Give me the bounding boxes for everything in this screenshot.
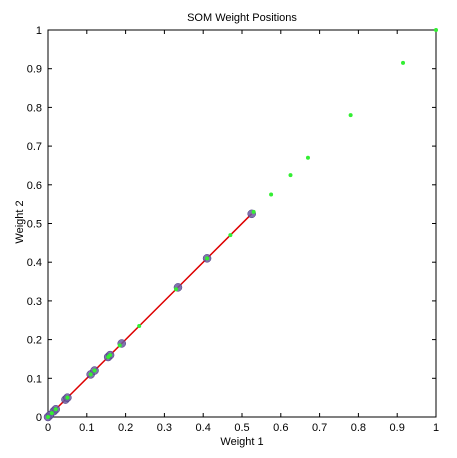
data-point [88,372,93,377]
data-point [205,256,210,261]
y-tick-label: 0.6 [27,180,42,192]
y-tick-label: 0.7 [27,141,42,153]
x-tick-label: 0.6 [273,422,288,434]
data-point [117,343,122,348]
y-axis-label: Weight 2 [14,200,26,243]
data-point [92,368,97,373]
x-tick-label: 0.1 [79,422,94,434]
y-tick-label: 0.4 [27,257,42,269]
x-axis-label: Weight 1 [220,436,263,448]
x-tick-label: 0.5 [234,422,249,434]
x-tick-label: 0.7 [312,422,327,434]
data-point [137,324,142,329]
data-point [434,28,438,32]
x-tick-label: 0.3 [157,422,172,434]
chart-title: SOM Weight Positions [187,12,297,24]
y-tick-label: 0.8 [27,102,42,114]
y-tick-label: 0 [36,412,42,424]
data-point [288,173,293,178]
data-point [269,192,274,197]
y-tick-label: 0.9 [27,64,42,76]
y-tick-label: 0.5 [27,219,42,231]
y-tick-label: 1 [36,25,42,37]
data-point [228,233,233,238]
data-point [49,411,54,416]
tick-labels: 0 0.1 0.2 0.3 0.4 0.5 0.6 0.7 0.8 0.9 1 0 0.1 0.2 0.3 0… [27,25,439,434]
data-point [348,113,353,118]
x-tick-label: 0.8 [351,422,366,434]
data-points [46,28,438,419]
data-point [251,209,256,214]
data-point [65,395,70,400]
data-point [401,60,406,65]
x-tick-label: 0 [45,422,51,434]
x-tick-label: 0.4 [196,422,211,434]
x-tick-label: 1 [433,422,439,434]
y-tick-label: 0.2 [27,335,42,347]
data-point [46,415,50,419]
data-point [174,287,179,292]
y-tick-label: 0.3 [27,296,42,308]
data-point [108,353,113,358]
data-point [53,407,58,412]
x-tick-label: 0.9 [390,422,405,434]
x-tick-label: 0.2 [118,422,133,434]
data-point [305,155,310,160]
y-tick-label: 0.1 [27,373,42,385]
